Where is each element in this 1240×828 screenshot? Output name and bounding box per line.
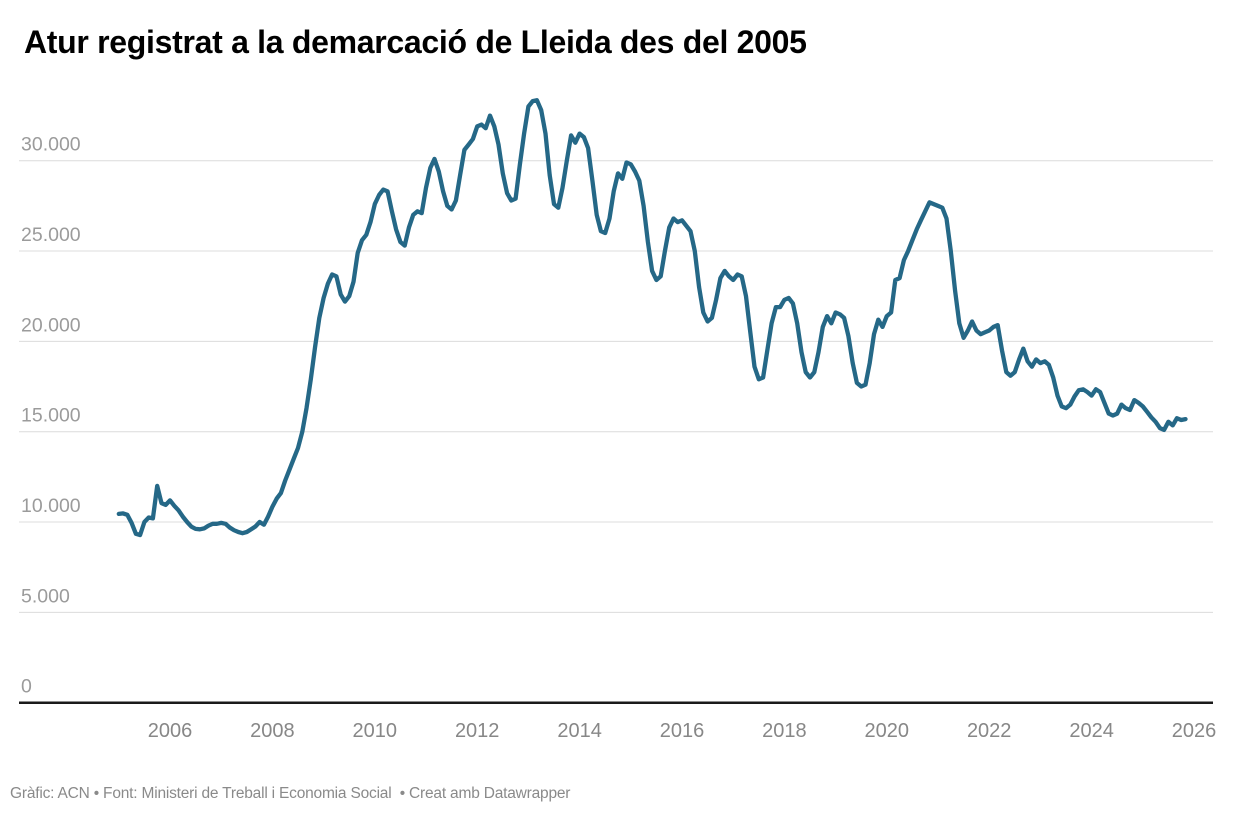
- x-tick-label-2024: 2024: [1069, 720, 1114, 742]
- x-tick-label-2012: 2012: [455, 720, 500, 742]
- y-tick-label-25000: 25.000: [21, 224, 81, 246]
- x-tick-label-2026: 2026: [1172, 720, 1217, 742]
- y-tick-label-30000: 30.000: [21, 134, 81, 156]
- x-tick-label-2016: 2016: [660, 720, 705, 742]
- y-tick-label-5000: 5.000: [21, 585, 70, 607]
- x-tick-label-2018: 2018: [762, 720, 807, 742]
- y-axis-labels: 0 5.000 10.000 15.000 20.000 25.000 30.000: [21, 134, 81, 698]
- footer-separator: •: [395, 785, 410, 802]
- x-tick-label-2022: 2022: [967, 720, 1012, 742]
- y-tick-label-0: 0: [21, 676, 32, 698]
- x-tick-label-2020: 2020: [865, 720, 910, 742]
- y-tick-label-15000: 15.000: [21, 405, 81, 427]
- chart-title: Atur registrat a la demarcació de Lleida…: [24, 24, 807, 60]
- x-tick-label-2008: 2008: [250, 720, 295, 742]
- y-tick-label-20000: 20.000: [21, 314, 81, 336]
- datawrapper-credit: Creat amb Datawrapper: [409, 785, 571, 802]
- attribution-text: Gràfic: ACN • Font: Ministeri de Treball…: [10, 785, 392, 802]
- x-tick-label-2006: 2006: [148, 720, 193, 742]
- y-tick-label-10000: 10.000: [21, 495, 81, 517]
- x-tick-label-2014: 2014: [557, 720, 602, 742]
- line-series-atur-registrat: [116, 98, 1188, 538]
- x-tick-label-2010: 2010: [353, 720, 398, 742]
- gridlines: [19, 160, 1213, 704]
- x-axis-labels: 2006 2008 2010 2012 2014 2016 2018 2020 2022 2024…: [148, 720, 1217, 742]
- chart-footer: Gràfic: ACN • Font: Ministeri de Treball…: [10, 785, 570, 803]
